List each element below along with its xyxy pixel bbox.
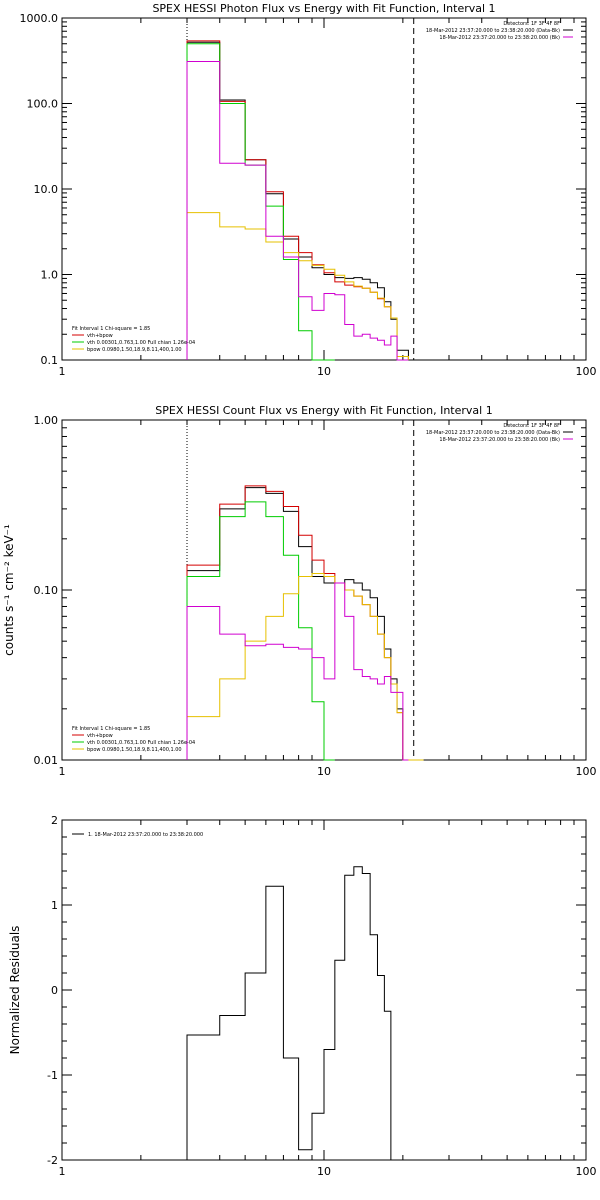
count-flux-x-tick-label: 100 <box>576 765 597 778</box>
count-flux-fit_total-series-line <box>186 485 414 761</box>
photon-flux-title: SPEX HESSI Photon Flux vs Energy with Fi… <box>152 2 495 15</box>
count-flux-title: SPEX HESSI Count Flux vs Energy with Fit… <box>155 404 492 417</box>
photon-flux-x-ticks: 1 10 100 <box>59 18 597 378</box>
photon-flux-detector-legend-text: Detectors: 1F 3F 4F 8F <box>503 21 560 27</box>
photon-flux-y-tick-label: 0.1 <box>41 354 59 367</box>
count-flux-x-tick-label: 1 <box>59 765 66 778</box>
residuals-panel: Normalized Residuals -2 -1 0 1 2 1 10 100 1. 1… <box>8 814 597 1178</box>
count-flux-x-ticks: 1 10 100 <box>59 420 597 778</box>
residuals-y-tick-label: -2 <box>47 1154 58 1167</box>
count-flux-y-tick-label: 0.01 <box>34 754 59 767</box>
photon-flux-series <box>186 40 409 361</box>
count-flux-vth-series-line <box>186 501 335 761</box>
photon-flux-fit-legend-header: Fit Interval 1 Chi-square = 1.85 <box>72 326 150 332</box>
photon-flux-energy-range-lines <box>186 18 415 360</box>
residuals-y-tick-label: 0 <box>51 984 58 997</box>
photon-flux-fit-legend-entry: bpow 0.0980,1.50,18.9,8.11,400,1.00 <box>87 347 182 353</box>
photon-flux-x-tick-label: 1 <box>59 365 66 378</box>
count-flux-fit-legend-header: Fit Interval 1 Chi-square = 1.85 <box>72 726 150 732</box>
count-flux-background-series-line <box>186 582 409 761</box>
residuals-y-tick-label: 1 <box>51 899 58 912</box>
count-flux-fit-legend-entry: vth 0.00301,0.763,1.00 Full chian 1.26e-… <box>87 740 195 746</box>
photon-flux-detector-legend-text: 18-Mar-2012 23:37:20.000 to 23:38:20.000… <box>426 28 560 34</box>
photon-flux-y-tick-label: 100.0 <box>27 98 59 111</box>
residuals-y-ticks: -2 -1 0 1 2 <box>47 814 586 1167</box>
count-flux-y-tick-label: 1.00 <box>34 414 59 427</box>
count-flux-y-tick-label: 0.10 <box>34 584 59 597</box>
photon-flux-vth-series-line <box>186 43 335 361</box>
count-flux-y-axis-label: counts s⁻¹ cm⁻² keV⁻¹ <box>2 524 16 656</box>
residuals-x-tick-label: 1 <box>59 1165 66 1178</box>
photon-flux-fit-legend-entry: vth 0.00301,0.763,1.00 Full chian 1.26e-… <box>87 340 195 346</box>
residuals-y-tick-label: 2 <box>51 814 58 827</box>
photon-flux-y-tick-label: 10.0 <box>34 183 59 196</box>
photon-flux-detector-legend-text: 18-Mar-2012 23:37:20.000 to 23:38:20.000… <box>439 35 560 41</box>
residuals-x-tick-label: 100 <box>576 1165 597 1178</box>
count-flux-fit-legend-entry: bpow 0.0980,1.50,18.9,8.11,400,1.00 <box>87 747 182 753</box>
count-flux-y-ticks: 0.01 0.10 1.00 <box>34 414 586 767</box>
residuals-total-series-line <box>186 866 392 1160</box>
count-flux-series <box>186 485 424 761</box>
count-flux-energy-range-lines <box>186 420 415 760</box>
count-flux-detector-legend-text: 18-Mar-2012 23:37:20.000 to 23:38:20.000… <box>426 430 560 436</box>
photon-flux-y-tick-label: 1.0 <box>41 269 59 282</box>
count-flux-fit-legend: Fit Interval 1 Chi-square = 1.85vth+bpow… <box>72 726 195 753</box>
photon-flux-y-ticks: 0.1 1.0 10.0 100.0 1000.0 <box>20 12 586 367</box>
photon-flux-y-tick-label: 1000.0 <box>20 12 59 25</box>
count-flux-total-series-line <box>186 487 414 761</box>
residuals-x-ticks: 1 10 100 <box>59 820 597 1178</box>
photon-flux-fit-legend: Fit Interval 1 Chi-square = 1.85vth+bpow… <box>72 326 195 353</box>
count-flux-fit-legend-entry: vth+bpow <box>87 733 113 739</box>
count-flux-bpow-series-line <box>186 573 424 761</box>
photon-flux-fit-legend-entry: vth+bpow <box>87 333 113 339</box>
residuals-series <box>186 866 392 1160</box>
count-flux-detector-legend-text: 18-Mar-2012 23:37:20.000 to 23:38:20.000… <box>439 437 560 443</box>
residuals-interval-legend-text: 1. 18-Mar-2012 23:37:20.000 to 23:38:20.… <box>88 832 203 838</box>
photon-flux-x-tick-label: 100 <box>576 365 597 378</box>
count-flux-x-tick-label: 10 <box>317 765 331 778</box>
residuals-y-axis-label: Normalized Residuals <box>8 926 22 1055</box>
residuals-interval-legend: 1. 18-Mar-2012 23:37:20.000 to 23:38:20.… <box>72 832 203 838</box>
photon-flux-background-series-line <box>186 60 409 361</box>
photon-flux-panel: SPEX HESSI Photon Flux vs Energy with Fi… <box>20 2 597 378</box>
photon-flux-x-tick-label: 10 <box>317 365 331 378</box>
count-flux-panel: SPEX HESSI Count Flux vs Energy with Fit… <box>2 404 597 778</box>
residuals-x-tick-label: 10 <box>317 1165 331 1178</box>
count-flux-detector-legend-text: Detectors: 1F 3F 4F 8F <box>503 423 560 429</box>
residuals-y-tick-label: -1 <box>47 1069 58 1082</box>
